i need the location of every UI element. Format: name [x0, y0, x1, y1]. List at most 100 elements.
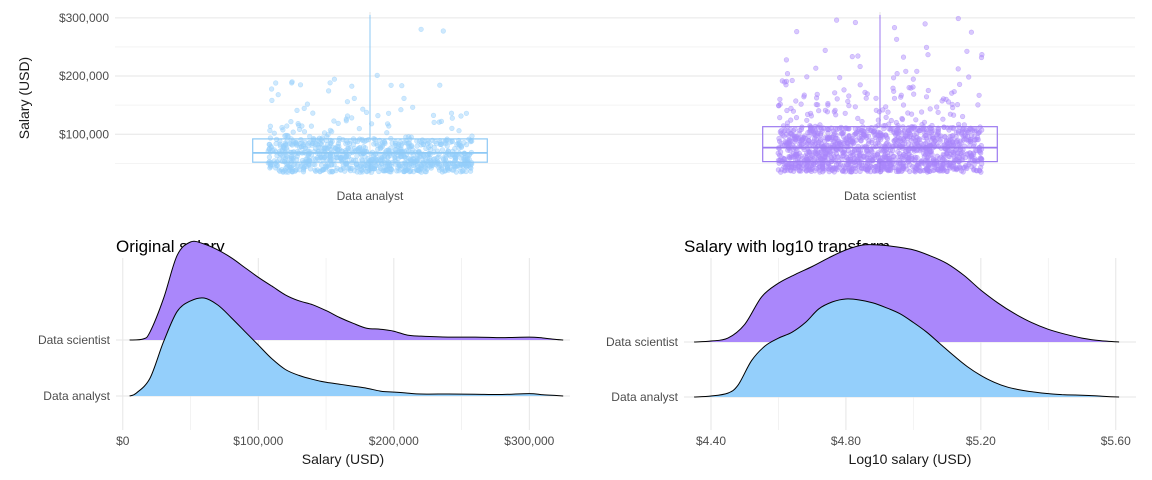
jitter-point	[324, 164, 330, 170]
jitter-point	[401, 95, 407, 101]
jitter-point	[307, 133, 313, 140]
jitter-point	[328, 162, 334, 168]
jitter-point	[310, 110, 316, 116]
jitter-point	[333, 154, 339, 160]
jitter-point	[294, 156, 300, 163]
jitter-point	[815, 130, 821, 136]
jitter-point	[846, 133, 852, 139]
jitter-point	[954, 101, 961, 108]
jitter-point	[825, 100, 831, 107]
jitter-point	[793, 98, 799, 104]
jitter-point	[428, 165, 434, 171]
jitter-point	[370, 165, 376, 172]
jitter-point	[296, 122, 302, 128]
jitter-point	[857, 63, 863, 70]
jitter-point	[910, 124, 916, 130]
jitter-point	[950, 112, 957, 118]
jitter-point	[786, 137, 793, 143]
jitter-point	[804, 111, 811, 117]
jitter-point	[384, 130, 390, 136]
jitter-point	[927, 162, 933, 168]
jitter-point	[815, 149, 821, 155]
jitter-point	[870, 153, 876, 159]
jitter-point	[354, 153, 360, 159]
ridge1-x-tick-label: $100,000	[233, 434, 283, 448]
jitter-point	[846, 126, 852, 132]
jitter-point	[938, 154, 944, 160]
jitter-point	[418, 169, 425, 175]
jitter-point	[308, 123, 315, 129]
boxplot-y-axis-title: Salary (USD)	[16, 57, 32, 139]
jitter-point	[275, 92, 281, 98]
jitter-point	[395, 153, 401, 159]
jitter-point	[939, 98, 945, 104]
jitter-point	[344, 160, 350, 166]
jitter-point	[805, 167, 811, 173]
jitter-point	[354, 169, 360, 175]
jitter-point	[849, 152, 855, 158]
jitter-point	[318, 162, 325, 168]
jitter-point	[444, 166, 451, 172]
jitter-point	[921, 119, 928, 125]
ridge2-y-tick-label: Data analyst	[611, 390, 678, 404]
jitter-point	[326, 88, 332, 94]
jitter-point	[799, 137, 806, 143]
jitter-point	[327, 80, 333, 86]
jitter-point	[859, 118, 865, 125]
jitter-point	[777, 114, 783, 121]
jitter-point	[832, 90, 838, 96]
jitter-point	[335, 120, 341, 126]
jitter-point	[925, 52, 931, 58]
jitter-point	[852, 19, 859, 26]
jitter-point	[871, 128, 878, 135]
jitter-point	[319, 167, 325, 173]
jitter-point	[363, 109, 370, 115]
jitter-point	[913, 117, 919, 123]
jitter-point	[883, 114, 889, 120]
jitter-point	[784, 120, 791, 126]
jitter-point	[775, 150, 781, 156]
jitter-point	[931, 135, 937, 141]
jitter-point	[888, 117, 894, 124]
jitter-point	[883, 104, 889, 110]
jitter-point	[959, 113, 966, 120]
jitter-point	[886, 156, 893, 162]
jitter-point	[899, 115, 905, 122]
jitter-point	[825, 102, 831, 108]
jitter-point	[418, 26, 424, 32]
salary-boxplot-panel: $100,000 $200,000 $300,000 Data analyst Dat…	[16, 11, 1135, 203]
jitter-point	[938, 168, 944, 174]
jitter-point	[922, 21, 928, 27]
jitter-point	[382, 157, 388, 163]
ridge2-y-tick-label: Data scientist	[606, 335, 679, 349]
jitter-point	[410, 156, 416, 162]
jitter-point	[856, 152, 863, 158]
jitter-point	[440, 155, 446, 161]
jitter-point	[328, 140, 334, 147]
jitter-point	[851, 159, 858, 165]
jitter-point	[815, 102, 821, 108]
boxplot-x-tick-label: Data scientist	[844, 189, 917, 203]
jitter-point	[940, 162, 946, 168]
jitter-point	[908, 111, 915, 117]
jitter-point	[401, 168, 407, 175]
jitter-point	[785, 147, 791, 153]
ridge1-x-tick-label: $0	[116, 434, 130, 448]
jitter-point	[786, 161, 792, 167]
jitter-point	[347, 145, 353, 151]
jitter-point	[875, 133, 881, 139]
jitter-point	[344, 113, 351, 119]
jitter-point	[458, 113, 464, 119]
jitter-point	[313, 142, 319, 148]
jitter-point	[280, 127, 286, 133]
jitter-point	[973, 128, 980, 134]
jitter-point	[267, 127, 273, 134]
ridge1-x-tick-label: $300,000	[504, 434, 554, 448]
jitter-point	[792, 135, 798, 141]
jitter-point	[967, 138, 973, 144]
jitter-point	[875, 150, 881, 156]
jitter-point	[792, 126, 798, 132]
jitter-point	[789, 77, 795, 84]
jitter-point	[928, 149, 934, 155]
